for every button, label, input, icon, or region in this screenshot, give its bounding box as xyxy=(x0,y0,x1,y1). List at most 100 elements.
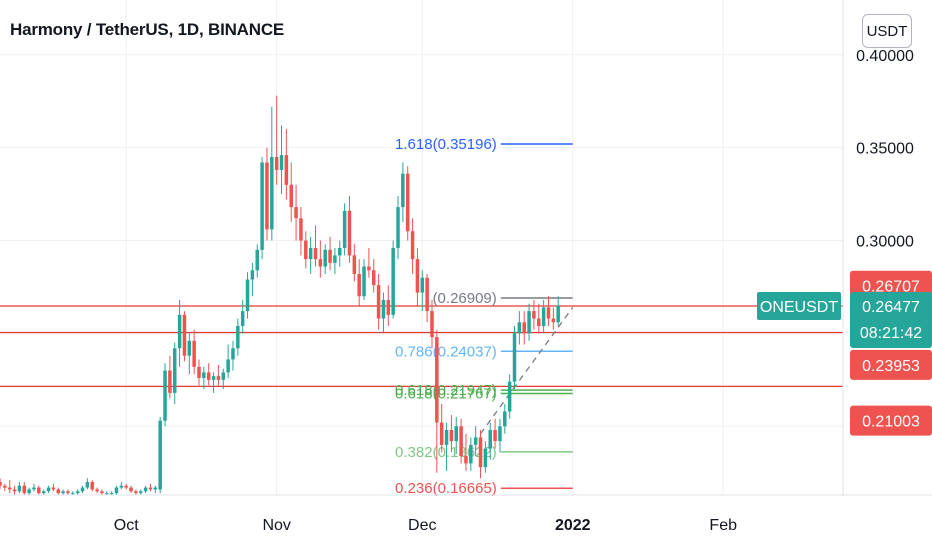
price-label-text: 0.26477 xyxy=(862,299,920,316)
candle xyxy=(211,372,216,393)
candle-body xyxy=(139,491,143,494)
candle-body xyxy=(304,240,308,260)
candle-body xyxy=(546,307,551,319)
ticker-label-bg xyxy=(757,291,841,320)
candle-body xyxy=(464,455,468,464)
candle-body xyxy=(439,422,444,445)
candle xyxy=(294,184,298,241)
candle xyxy=(318,240,323,278)
candle-body xyxy=(61,491,65,494)
candle-body xyxy=(284,155,289,185)
candle xyxy=(449,415,454,453)
candle xyxy=(304,231,308,269)
candle-body xyxy=(294,207,298,219)
candle xyxy=(391,240,395,319)
candle xyxy=(51,483,56,492)
candle-body xyxy=(71,493,75,495)
price-label: 0.26477 08:21:42 ONEUSDT xyxy=(757,291,932,348)
candle xyxy=(134,489,138,495)
candle xyxy=(435,329,439,473)
candle xyxy=(100,489,104,495)
candle xyxy=(357,259,361,306)
candle-body xyxy=(231,348,235,360)
candle xyxy=(527,303,531,341)
candle xyxy=(546,296,551,326)
candle-body xyxy=(308,247,313,260)
price-label-bg xyxy=(850,405,932,436)
candle-body xyxy=(342,210,347,248)
x-tick-label: 2022 xyxy=(555,517,591,534)
candle-body xyxy=(221,372,226,380)
candle-body xyxy=(537,318,541,326)
currency-button[interactable]: USDT xyxy=(862,14,912,48)
candle-body xyxy=(522,322,526,334)
candle xyxy=(284,129,289,200)
price-label: 0.21003 xyxy=(850,405,932,436)
candle xyxy=(163,363,167,427)
candle-body xyxy=(85,481,90,488)
candle-body xyxy=(270,156,274,230)
candle-body xyxy=(51,487,56,490)
candle xyxy=(415,247,420,306)
candle-body xyxy=(114,487,119,494)
candle-body xyxy=(158,420,162,490)
candle-body xyxy=(381,299,386,319)
candle-body xyxy=(3,485,7,488)
candle-body xyxy=(182,314,187,356)
fib-levels: 1.618(0.35196) (0.26909) 0.786(0.24037) 0.6… xyxy=(395,136,573,497)
candle xyxy=(352,244,357,282)
candle xyxy=(328,236,332,271)
candle xyxy=(265,147,269,241)
candle-body xyxy=(473,437,478,445)
candle-body xyxy=(323,249,327,267)
candle xyxy=(250,262,255,297)
candle xyxy=(66,489,70,495)
candle-body xyxy=(202,372,206,378)
candle-body xyxy=(279,155,284,170)
x-tick-label: Nov xyxy=(262,517,290,534)
candle-body xyxy=(129,487,133,492)
candle xyxy=(182,311,187,362)
candle xyxy=(197,359,201,386)
candle xyxy=(367,247,371,278)
candles xyxy=(0,95,560,495)
candle xyxy=(551,307,556,330)
candle-body xyxy=(245,279,250,312)
candle-body xyxy=(420,277,425,293)
candle xyxy=(381,292,386,334)
candle-body xyxy=(80,487,85,492)
candle-body xyxy=(449,429,454,442)
candle-body xyxy=(0,481,2,486)
price-label: 0.23953 xyxy=(850,349,932,380)
fib-label: 0.618(0.21947) xyxy=(395,382,497,399)
candle xyxy=(153,485,158,494)
candle xyxy=(299,207,303,256)
candle xyxy=(498,418,502,453)
candle xyxy=(347,195,352,263)
candle xyxy=(270,106,274,241)
candle xyxy=(522,311,526,345)
candle-body xyxy=(168,370,172,393)
candle-body xyxy=(299,218,303,241)
candle xyxy=(386,285,391,326)
y-tick-label: 0.40000 xyxy=(856,48,914,65)
price-labels: 0.26707 0.26477 08:21:42 ONEUSDT 0.23953 0.21… xyxy=(757,270,932,436)
candle-body xyxy=(459,426,463,456)
candle-body xyxy=(444,429,449,445)
candle xyxy=(231,340,235,371)
candle xyxy=(95,487,99,494)
candle xyxy=(410,218,415,274)
price-label-text: 0.26707 xyxy=(862,279,920,296)
x-tick-label: Dec xyxy=(408,517,436,534)
candle xyxy=(202,366,206,390)
candle xyxy=(454,416,459,455)
candle xyxy=(274,95,279,185)
fib-label: 1.618(0.35196) xyxy=(395,136,497,153)
candle-body xyxy=(541,307,546,326)
candle-body xyxy=(46,487,51,492)
candle-body xyxy=(435,337,439,423)
candle-body xyxy=(260,162,264,250)
candle xyxy=(532,299,536,330)
candle xyxy=(313,225,318,267)
